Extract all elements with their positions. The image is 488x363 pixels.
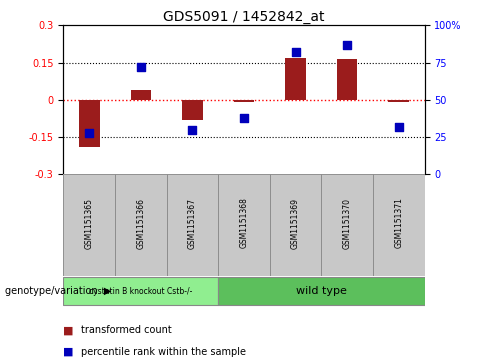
Bar (388, 100, 409, 102)
Text: GSM1151365: GSM1151365 (85, 197, 94, 249)
Bar (322, 174, 373, 276)
Bar (218, 277, 425, 305)
Point (240, 115, 248, 121)
Text: GSM1151366: GSM1151366 (136, 197, 145, 249)
Point (395, 124, 403, 130)
Text: ■: ■ (63, 325, 74, 335)
Bar (373, 174, 425, 276)
Text: transformed count: transformed count (81, 325, 171, 335)
Bar (270, 174, 322, 276)
Text: GSM1151367: GSM1151367 (188, 197, 197, 249)
Text: wild type: wild type (296, 286, 347, 296)
Text: GSM1151370: GSM1151370 (343, 197, 352, 249)
Text: percentile rank within the sample: percentile rank within the sample (81, 347, 245, 357)
Point (343, 42, 351, 48)
Bar (115, 174, 166, 276)
Text: GSM1151369: GSM1151369 (291, 197, 300, 249)
Point (292, 49, 300, 55)
Bar (182, 100, 203, 120)
Text: ■: ■ (63, 347, 74, 357)
Bar (234, 100, 254, 102)
Bar (166, 174, 218, 276)
Bar (63, 174, 115, 276)
Bar (218, 174, 270, 276)
Text: GSM1151368: GSM1151368 (240, 197, 248, 248)
Point (85, 130, 93, 135)
Text: genotype/variation  ▶: genotype/variation ▶ (5, 286, 111, 296)
Bar (79, 100, 100, 147)
Point (137, 64, 145, 70)
Point (188, 127, 196, 132)
Bar (337, 59, 358, 100)
Title: GDS5091 / 1452842_at: GDS5091 / 1452842_at (163, 11, 325, 24)
Text: GSM1151371: GSM1151371 (394, 197, 403, 248)
Text: cystatin B knockout Cstb-/-: cystatin B knockout Cstb-/- (89, 287, 192, 296)
Bar (63, 277, 218, 305)
Bar (130, 90, 151, 100)
Bar (285, 58, 306, 100)
